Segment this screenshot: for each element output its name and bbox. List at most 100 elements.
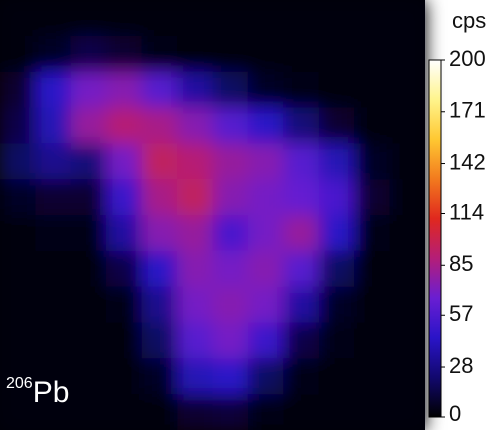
cell (212, 0, 249, 37)
cell (177, 286, 213, 323)
cell (35, 358, 72, 395)
cell (35, 71, 72, 108)
colorbar-tick-label: 114 (449, 199, 484, 224)
cell (318, 286, 355, 323)
cell (141, 179, 178, 216)
cell (318, 179, 355, 216)
cell (212, 179, 249, 216)
cell (106, 322, 143, 359)
cell (177, 358, 213, 395)
cell (354, 0, 391, 37)
cell (35, 179, 72, 216)
cell (0, 143, 36, 180)
cell (70, 179, 107, 216)
map (0, 0, 426, 430)
cell (70, 322, 107, 359)
cell (35, 286, 72, 323)
cell (354, 107, 391, 144)
cell (212, 107, 249, 144)
cell (318, 358, 355, 395)
cell (283, 35, 320, 73)
cell (70, 71, 107, 108)
cell (318, 143, 355, 180)
cell (389, 394, 426, 430)
cell (283, 215, 320, 252)
cell (0, 322, 36, 359)
cell (70, 0, 107, 37)
cell (354, 179, 391, 216)
cell (177, 71, 213, 108)
cell (177, 250, 213, 288)
cell (106, 0, 143, 37)
cell (106, 286, 143, 323)
cell (141, 35, 178, 73)
cell (141, 143, 178, 180)
mass-number: 206 (6, 375, 33, 392)
cell (389, 143, 426, 180)
cell (247, 179, 284, 216)
cell (70, 143, 107, 180)
colorbar-tick-label: 57 (449, 301, 473, 326)
cell (35, 35, 72, 73)
cell (389, 322, 426, 359)
cell (247, 250, 284, 288)
cell (70, 107, 107, 144)
cell (318, 250, 355, 288)
cell (177, 394, 213, 430)
cell (0, 179, 36, 216)
cell (212, 394, 249, 430)
cell (35, 0, 72, 37)
colorbar-label: cps (452, 8, 486, 33)
cell (177, 35, 213, 73)
cell (177, 107, 213, 144)
cell (247, 71, 284, 108)
colorbar-tick-label: 85 (449, 251, 473, 276)
sample-label: 206Pb (6, 375, 69, 409)
cell (70, 358, 107, 395)
cell (354, 286, 391, 323)
cell (247, 394, 284, 430)
cell (212, 215, 249, 252)
cell (247, 35, 284, 73)
cell (0, 286, 36, 323)
cell (389, 179, 426, 216)
cell (283, 143, 320, 180)
cell (35, 322, 72, 359)
cell (106, 179, 143, 216)
colorbar-tick-label: 200 (449, 46, 486, 71)
cell (0, 394, 36, 430)
cell (389, 215, 426, 252)
cell (283, 322, 320, 359)
cell (212, 35, 249, 73)
cell (283, 107, 320, 144)
cell (389, 0, 426, 37)
cell (106, 71, 143, 108)
cell (0, 358, 36, 395)
cell (70, 215, 107, 252)
cell (389, 71, 426, 108)
cell (70, 394, 107, 430)
cell (318, 35, 355, 73)
cell (0, 215, 36, 252)
cell (35, 215, 72, 252)
cell (0, 71, 36, 108)
cell (354, 358, 391, 395)
cell (177, 143, 213, 180)
cell (0, 250, 36, 288)
cell (354, 215, 391, 252)
cell (283, 0, 320, 37)
cell (354, 143, 391, 180)
cell (141, 71, 178, 108)
cell (0, 0, 36, 37)
cell (141, 215, 178, 252)
cell (389, 35, 426, 73)
cell (106, 215, 143, 252)
cell (106, 107, 143, 144)
cell (283, 394, 320, 430)
cell (35, 394, 72, 430)
cell (70, 250, 107, 288)
cell (389, 358, 426, 395)
cell (354, 322, 391, 359)
cell (247, 0, 284, 37)
cell (106, 394, 143, 430)
